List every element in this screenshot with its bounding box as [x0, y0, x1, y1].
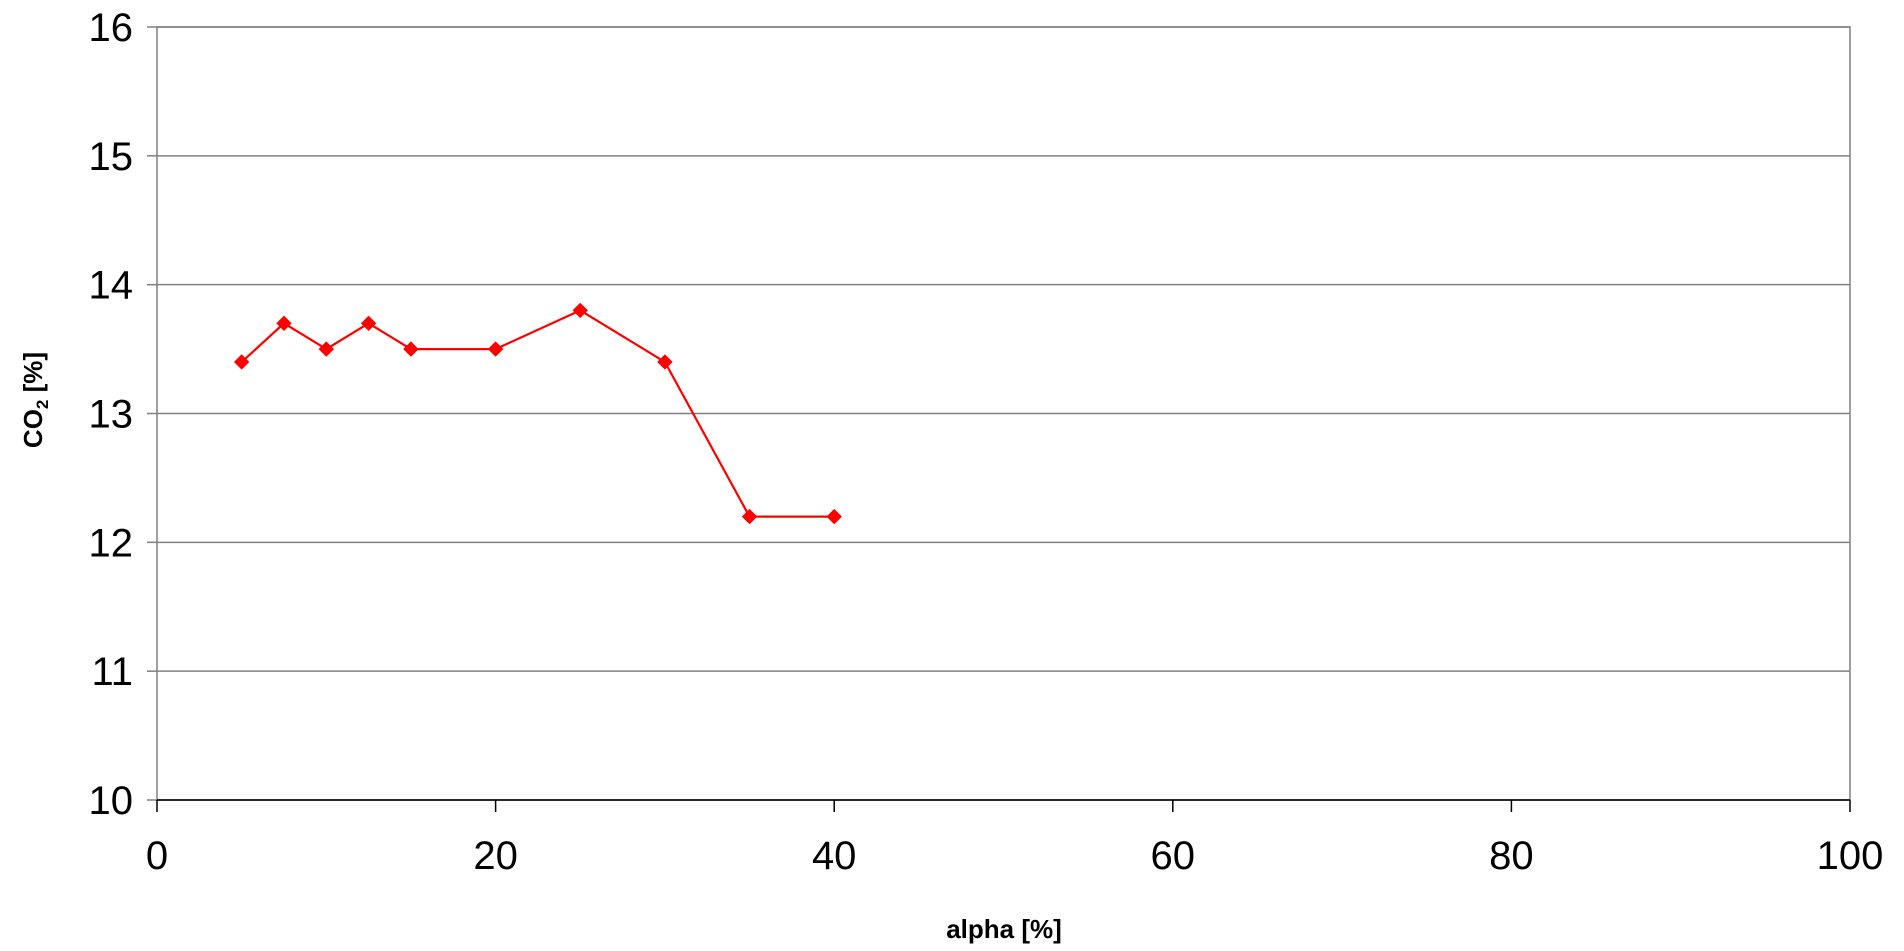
- x-tick-label: 20: [473, 834, 518, 878]
- y-axis-label-suffix: [%]: [18, 352, 48, 400]
- data-point: [826, 508, 842, 525]
- data-point: [233, 354, 250, 370]
- x-tick-label: 0: [146, 834, 168, 878]
- y-axis-label: CO2 [%]: [18, 352, 52, 448]
- x-tick-label: 60: [1151, 834, 1196, 878]
- y-tick-label: 12: [89, 521, 134, 565]
- y-tick-label: 15: [89, 135, 134, 179]
- data-point: [318, 341, 335, 357]
- data-point: [276, 315, 292, 332]
- data-series: [233, 302, 842, 525]
- data-point: [403, 341, 419, 357]
- y-tick-label: 10: [89, 779, 134, 823]
- axes: [147, 26, 1851, 812]
- y-tick-label: 13: [89, 393, 134, 437]
- series-line: [240, 309, 835, 518]
- data-point: [360, 315, 377, 332]
- y-tick-label: 14: [89, 264, 134, 308]
- data-point: [487, 341, 504, 357]
- data-point: [741, 508, 758, 525]
- x-tick-label: 40: [812, 834, 857, 878]
- x-axis-label: alpha [%]: [946, 914, 1062, 944]
- y-axis-label-main: CO: [18, 409, 48, 448]
- x-tick-label: 80: [1489, 834, 1534, 878]
- tick-labels: 10 11 12 13 14 15 16 0 20 40 60 80 100: [89, 6, 1884, 878]
- data-point: [657, 354, 673, 370]
- data-point: [572, 302, 588, 319]
- x-tick-label: 100: [1817, 834, 1884, 878]
- y-tick-label: 16: [89, 6, 134, 50]
- y-axis-label-subscript: 2: [33, 400, 52, 409]
- gridlines: [157, 26, 1850, 801]
- y-tick-label: 11: [91, 650, 133, 694]
